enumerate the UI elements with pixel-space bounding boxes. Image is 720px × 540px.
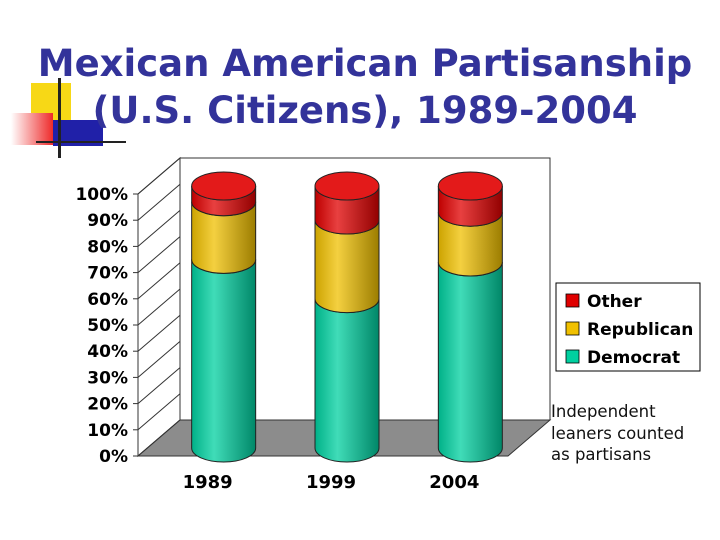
title-line-1: Mexican American Partisanship xyxy=(37,42,693,85)
y-tick-label: 80% xyxy=(87,237,128,257)
legend-label-other: Other xyxy=(587,292,642,312)
y-tick-label: 30% xyxy=(87,368,128,388)
y-gridline xyxy=(137,210,181,247)
legend-box xyxy=(555,282,701,372)
y-gridline xyxy=(137,393,181,431)
deco-horizontal-line xyxy=(36,141,126,143)
note-line-3: as partisans xyxy=(551,445,652,464)
page-title: Mexican American Partisanship (U.S. Citi… xyxy=(30,40,700,134)
legend-swatch-other xyxy=(565,293,580,308)
chart-note: Independent leaners counted as partisans xyxy=(551,401,711,466)
bar-top-cap-1999 xyxy=(314,171,380,201)
note-line-2: leaners counted xyxy=(551,423,685,443)
y-gridline xyxy=(137,367,181,404)
y-gridline xyxy=(137,157,181,195)
y-tick-label: 10% xyxy=(87,421,128,441)
bar-democrat-1989 xyxy=(191,259,257,463)
y-gridline xyxy=(137,262,181,300)
x-tick-label: 1999 xyxy=(306,472,356,493)
title-line-2: (U.S. Citizens), 1989-2004 xyxy=(92,89,638,132)
y-tick-label: 90% xyxy=(87,211,128,231)
bar-top-cap-1989 xyxy=(191,171,257,201)
y-gridline xyxy=(137,183,181,221)
note-line-1: Independent xyxy=(551,402,656,421)
y-tick-label: 70% xyxy=(87,264,128,284)
y-tick-label: 40% xyxy=(87,342,128,362)
x-tick-label: 2004 xyxy=(429,472,479,493)
x-tick-label: 1989 xyxy=(183,472,233,493)
legend-swatch-democrat xyxy=(565,349,580,364)
y-tick-label: 100% xyxy=(75,185,128,205)
y-tick-label: 60% xyxy=(87,290,128,310)
bar-top-cap-2004 xyxy=(437,171,503,201)
y-tick-label: 50% xyxy=(87,316,128,336)
bar-democrat-1999 xyxy=(314,298,380,463)
bar-democrat-2004 xyxy=(437,261,503,463)
y-gridline xyxy=(137,419,181,457)
y-tick-label: 20% xyxy=(87,395,128,415)
deco-vertical-line xyxy=(58,78,61,158)
y-gridline xyxy=(137,341,181,378)
legend-label-democrat: Democrat xyxy=(587,348,680,368)
y-gridline xyxy=(137,288,181,326)
y-tick-label: 0% xyxy=(99,447,128,467)
legend-swatch-republican xyxy=(565,321,580,336)
y-gridline xyxy=(137,236,181,273)
deco-red-square xyxy=(11,113,53,145)
y-gridline xyxy=(137,314,181,352)
legend-label-republican: Republican xyxy=(587,320,693,340)
